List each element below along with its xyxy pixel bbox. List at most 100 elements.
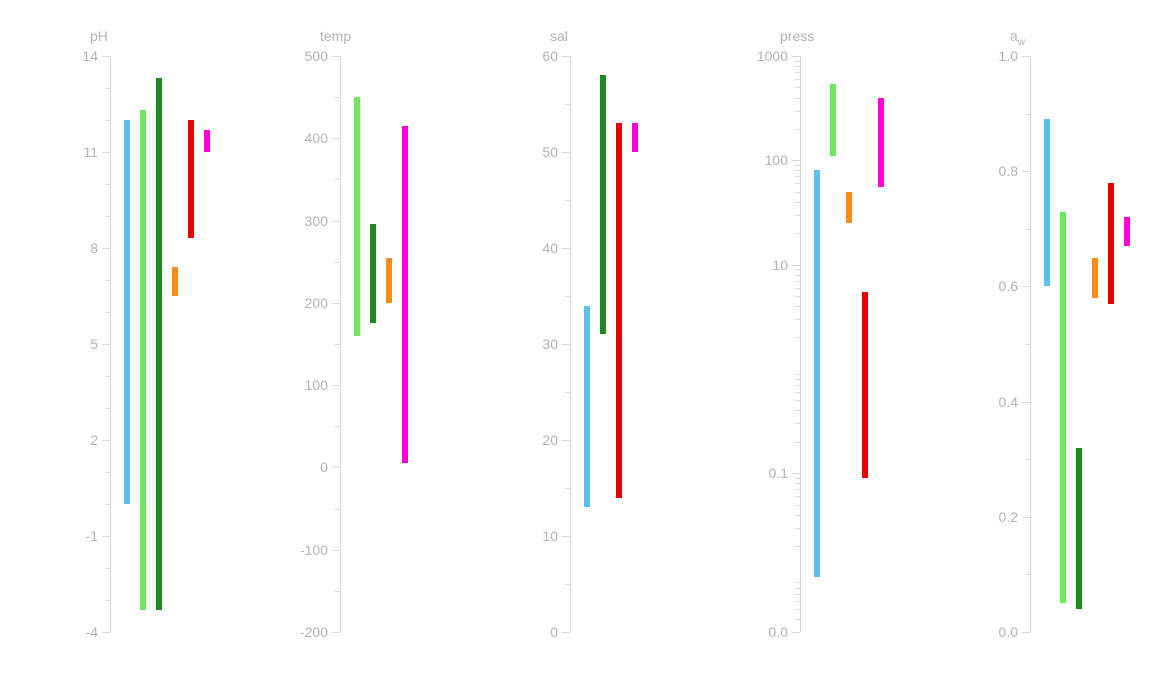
minor-tick [795, 183, 800, 184]
minor-tick [105, 216, 110, 217]
minor-tick [795, 400, 800, 401]
tick-label: 0.0 [978, 624, 1018, 640]
tick-label: 0.4 [978, 394, 1018, 410]
major-tick [792, 473, 800, 474]
range-bar-pH-D [172, 267, 178, 296]
minor-tick [795, 478, 800, 479]
major-tick [332, 303, 340, 304]
tick-label: 30 [518, 336, 558, 352]
minor-tick [1025, 344, 1030, 345]
axis-title-pH: pH [90, 28, 108, 44]
minor-tick [105, 568, 110, 569]
minor-tick [795, 392, 800, 393]
minor-tick [795, 79, 800, 80]
range-bar-temp-B [354, 97, 360, 336]
panel-aw: aw0.00.20.40.60.81.0 [950, 0, 1170, 675]
tick-label: 0.1 [748, 465, 788, 481]
tick-label: 200 [288, 295, 328, 311]
range-bar-sal-F [632, 123, 638, 152]
axis-line [1030, 56, 1031, 632]
minor-tick [795, 296, 800, 297]
major-tick [562, 536, 570, 537]
range-bar-pH-A [124, 120, 130, 504]
tick-label: 5 [58, 336, 98, 352]
tick-label: 8 [58, 240, 98, 256]
major-tick [562, 632, 570, 633]
minor-tick [795, 233, 800, 234]
axis-line [800, 56, 801, 632]
major-tick [102, 248, 110, 249]
minor-tick [795, 379, 800, 380]
axis-title-sal: sal [550, 28, 568, 44]
range-bar-aw-F [1124, 217, 1130, 246]
minor-tick [105, 120, 110, 121]
range-bar-press-E [862, 292, 868, 478]
minor-tick [565, 584, 570, 585]
tick-label: 0.6 [978, 278, 1018, 294]
major-tick [792, 632, 800, 633]
range-bar-aw-A [1044, 119, 1050, 286]
panel-temp: temp-200-1000100200300400500 [260, 0, 480, 675]
minor-tick [795, 215, 800, 216]
range-bar-aw-C [1076, 448, 1082, 609]
minor-tick [1025, 114, 1030, 115]
minor-tick [795, 546, 800, 547]
minor-tick [795, 528, 800, 529]
tick-label: 10 [748, 257, 788, 273]
tick-label: 0 [288, 459, 328, 475]
major-tick [1022, 632, 1030, 633]
minor-tick [795, 306, 800, 307]
tick-label: 400 [288, 130, 328, 146]
tick-label: -100 [288, 542, 328, 558]
minor-tick [795, 410, 800, 411]
minor-tick [795, 442, 800, 443]
tick-label: 14 [58, 48, 98, 64]
panel-press: press0.00.1101001000 [720, 0, 940, 675]
tick-label: 1000 [748, 48, 788, 64]
major-tick [102, 56, 110, 57]
minor-tick [565, 488, 570, 489]
range-bar-press-B [830, 84, 836, 156]
minor-tick [795, 111, 800, 112]
minor-tick [795, 202, 800, 203]
range-bar-sal-A [584, 306, 590, 508]
range-bar-pH-E [188, 120, 194, 238]
major-tick [562, 440, 570, 441]
minor-tick [795, 374, 800, 375]
minor-tick [795, 489, 800, 490]
axis-line [110, 56, 111, 632]
minor-tick [795, 129, 800, 130]
range-bar-press-A [814, 170, 820, 577]
parallel-range-chart: pH-4-12581114temp-200-100010020030040050… [0, 0, 1174, 675]
major-tick [332, 221, 340, 222]
minor-tick [335, 344, 340, 345]
major-tick [562, 248, 570, 249]
major-tick [1022, 171, 1030, 172]
minor-tick [795, 515, 800, 516]
minor-tick [565, 200, 570, 201]
major-tick [792, 56, 800, 57]
tick-label: 2 [58, 432, 98, 448]
tick-label: 1.0 [978, 48, 1018, 64]
minor-tick [795, 483, 800, 484]
minor-tick [795, 385, 800, 386]
tick-label: 10 [518, 528, 558, 544]
tick-label: 0.0 [748, 624, 788, 640]
tick-label: -4 [58, 624, 98, 640]
minor-tick [795, 588, 800, 589]
major-tick [562, 344, 570, 345]
minor-tick [795, 319, 800, 320]
tick-label: 20 [518, 432, 558, 448]
minor-tick [105, 600, 110, 601]
minor-tick [795, 165, 800, 166]
minor-tick [105, 280, 110, 281]
major-tick [102, 152, 110, 153]
range-bar-sal-C [600, 75, 606, 334]
major-tick [562, 56, 570, 57]
tick-label: 50 [518, 144, 558, 160]
range-bar-sal-E [616, 123, 622, 497]
minor-tick [795, 61, 800, 62]
tick-label: 11 [58, 144, 98, 160]
tick-label: -200 [288, 624, 328, 640]
tick-label: 500 [288, 48, 328, 64]
